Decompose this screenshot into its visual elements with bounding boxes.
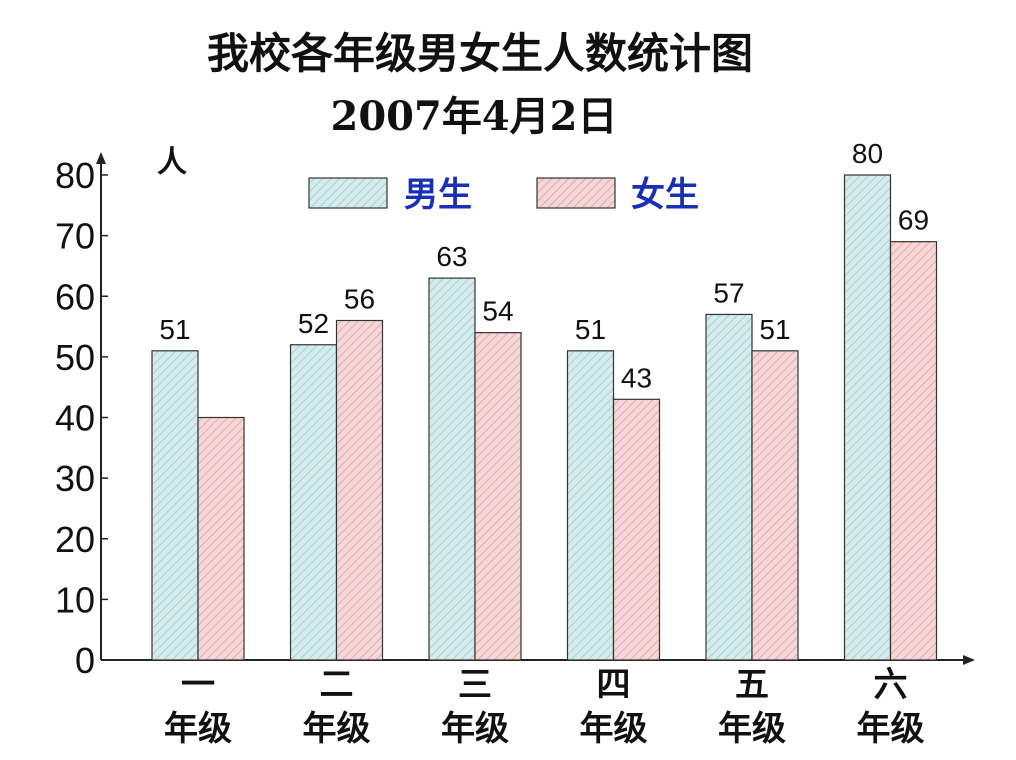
axes [96,152,975,665]
bar-boys [843,174,892,661]
y-tick-label: 50 [55,337,95,378]
data-label: 54 [482,296,513,327]
data-labels: 51 52 63 51 57 80 56 54 43 51 69 [159,138,929,393]
bar-girls [197,416,245,661]
bar-boys [566,350,615,661]
x-category-label: 二 [320,665,354,705]
bar-boys [151,350,199,661]
legend-label: 男生 [404,175,472,215]
data-label: 56 [344,284,375,315]
data-label: 51 [759,314,790,345]
bars [151,174,938,661]
y-tick-label: 30 [55,458,95,499]
y-tick-label: 70 [55,216,95,257]
chart-title: 我校各年级男女生人数统计图 [207,29,753,78]
legend-label: 女生 [631,175,699,215]
bar-boys [428,277,476,661]
x-category-label: 六 [874,665,908,705]
x-category-label: 年级 [441,709,509,749]
y-tick-label: 80 [55,155,95,196]
bar-boys [705,313,753,661]
legend: 男生 女生 [308,175,699,215]
y-tick-label: 40 [55,398,95,439]
x-category-label: 年级 [580,709,648,749]
y-tick-label: 60 [55,276,95,317]
x-category-label: 五 [735,665,769,705]
data-label: 57 [713,277,744,308]
x-axis-arrow [963,655,975,665]
y-axis-label: 人 [157,145,187,180]
bar-girls [889,241,938,661]
legend-swatch-girls [536,177,616,209]
y-axis-arrow [96,152,106,164]
legend-swatch-boys [308,177,388,209]
x-category-label: 年级 [303,709,371,749]
bar-boys [289,344,338,661]
y-tick-label: 10 [55,579,95,620]
x-category-label: 年级 [718,709,786,749]
data-label: 80 [852,138,883,169]
x-category-label: 四 [597,665,631,705]
y-tick-label: 0 [75,640,95,681]
bar-girls [474,332,522,661]
data-label: 69 [898,205,929,236]
data-label: 51 [575,314,606,345]
x-category-label: 年级 [857,709,925,749]
y-axis-ticks: 0 10 20 30 40 50 60 70 80 [55,155,108,681]
bar-girls [335,319,384,661]
data-label: 51 [159,314,190,345]
data-label: 63 [436,241,467,272]
data-label: 43 [621,362,652,393]
x-category-label: 一 [181,665,215,705]
y-tick-label: 20 [55,519,95,560]
x-category-label: 年级 [164,709,232,749]
data-label: 52 [298,308,329,339]
chart-subtitle: 2007年4月2日 [331,93,618,140]
bar-girls [751,350,799,661]
bar-girls [612,398,661,661]
x-category-label: 三 [458,665,492,705]
